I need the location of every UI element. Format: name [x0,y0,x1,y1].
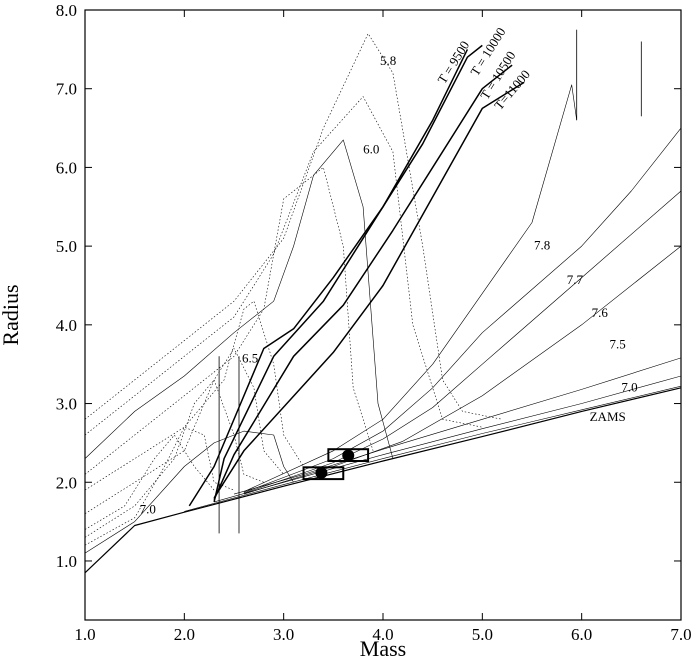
series-line-13 [84,300,304,491]
segment-layer [218,29,642,534]
series-line-16 [84,426,235,546]
series-line-12 [84,167,374,475]
series-line-19 [213,44,483,503]
annotation-7: 7.5 [609,336,625,351]
marker-layer [315,449,355,479]
series-line-6 [243,127,682,493]
y-tick-label-6: 7.0 [56,80,77,99]
y-tick-label-4: 5.0 [56,237,77,256]
series-line-8 [84,430,294,554]
annotation-0: 5.8 [380,53,396,68]
y-tick-label-0: 1.0 [56,552,77,571]
annotation-3: 7.0 [140,502,156,517]
series-line-18 [188,49,469,507]
annotation-2: 6.5 [242,351,258,366]
x-tick-label-1: 2.0 [174,625,195,644]
annotation-9: ZAMS [590,409,626,424]
series-line-17 [84,434,215,530]
y-tick-label-1: 2.0 [56,473,77,492]
x-tick-label-5: 6.0 [571,625,592,644]
series-line-7 [243,84,577,492]
annotation-1: 6.0 [363,141,379,156]
series-line-10 [84,33,503,420]
series-line-11 [84,96,483,436]
series-line-4 [243,245,682,495]
x-tick-label-4: 5.0 [472,625,493,644]
y-tick-label-5: 6.0 [56,158,77,177]
series-line-5 [243,190,682,494]
series-line-0 [84,387,682,574]
series-line-20 [213,64,513,500]
x-tick-label-3: 4.0 [372,625,393,644]
series-line-1 [184,385,682,512]
y-tick-label-7: 8.0 [56,1,77,20]
series-line-15 [84,379,264,538]
tick-layer: 1.0 2.0 3.0 4.0 5.0 6.0 7.0 1.0 2.0 3.0 4.0 5.0 6.0 7… [56,1,692,644]
data-point-0 [315,466,328,479]
y-tick-label-3: 4.0 [56,316,77,335]
series-layer [84,33,682,574]
x-axis-label: Mass [360,636,406,661]
x-tick-label-6: 7.0 [670,625,691,644]
y-tick-label-2: 3.0 [56,395,77,414]
series-line-3 [233,357,682,495]
series-line-9 [84,139,394,459]
x-tick-label-0: 1.0 [74,625,95,644]
annotation-5: 7.7 [567,272,584,287]
annotation-4: 7.8 [534,237,550,252]
annotation-6: 7.6 [592,305,609,320]
x-tick-label-2: 3.0 [273,625,294,644]
annotation-8: 7.0 [621,380,637,395]
y-axis-label: Radius [0,284,23,345]
data-point-1 [342,449,355,462]
